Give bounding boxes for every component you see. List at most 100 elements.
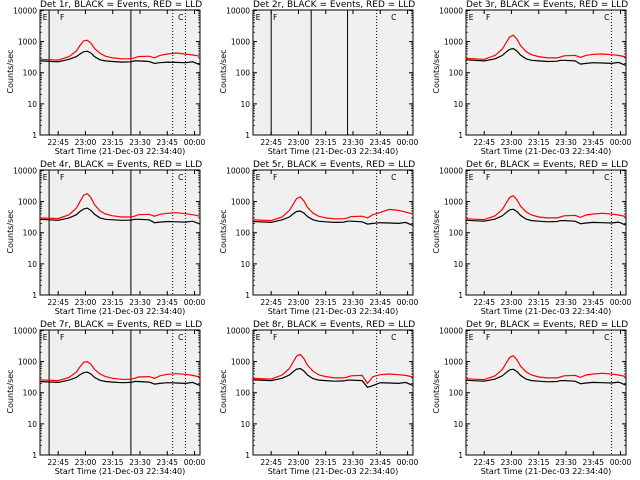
x-tick-label: 22:45 xyxy=(47,298,69,307)
x-tick-label: 22:45 xyxy=(473,298,495,307)
y-tick-label: 10000 xyxy=(226,6,250,15)
x-tick-label: 23:00 xyxy=(75,138,97,147)
panel-det7: Det 7r, BLACK = Events, RED = LLD 1 10 100 1… xyxy=(6,320,206,476)
x-tick-label: 23:15 xyxy=(528,298,550,307)
y-tick-label: 10 xyxy=(27,260,37,269)
x-tick-label: 23:45 xyxy=(582,458,604,467)
y-axis-label: Counts/sec xyxy=(432,49,441,93)
x-tick-label: 00:00 xyxy=(610,138,632,147)
marker-f: F xyxy=(60,333,64,342)
y-tick-label: 1000 xyxy=(444,198,463,207)
y-tick-label: 100 xyxy=(449,389,464,398)
y-tick-label: 10000 xyxy=(13,6,37,15)
marker-e: E xyxy=(43,173,48,182)
y-tick-label: 10000 xyxy=(13,326,37,335)
x-tick-label: 23:00 xyxy=(288,138,310,147)
marker-e: E xyxy=(43,333,48,342)
x-tick-label: 23:00 xyxy=(501,298,523,307)
x-tick-label: 00:00 xyxy=(610,298,632,307)
y-tick-label: 100 xyxy=(23,389,38,398)
panel-title: Det 1r, BLACK = Events, RED = LLD xyxy=(40,0,202,10)
y-tick-label: 1 xyxy=(245,291,250,300)
plot-area xyxy=(252,169,414,296)
series-events xyxy=(39,371,201,387)
x-tick-label: 23:45 xyxy=(582,138,604,147)
plot-area xyxy=(465,169,627,296)
plot-area xyxy=(465,9,627,136)
y-tick-label: 10000 xyxy=(13,166,37,175)
marker-e: E xyxy=(43,13,48,22)
x-tick-label: 22:45 xyxy=(260,138,282,147)
marker-c: C xyxy=(391,13,396,22)
x-axis-label: Start Time (21-Dec-03 22:34:40) xyxy=(55,467,186,476)
x-tick-label: 00:00 xyxy=(184,138,206,147)
y-axis-label: Counts/sec xyxy=(6,369,15,413)
y-tick-label: 1000 xyxy=(231,198,250,207)
y-tick-label: 1000 xyxy=(18,38,37,47)
y-tick-label: 1 xyxy=(32,291,37,300)
x-tick-label: 23:45 xyxy=(582,298,604,307)
x-tick-label: 23:00 xyxy=(288,458,310,467)
panel-det4: Det 4r, BLACK = Events, RED = LLD 1 10 100 1… xyxy=(6,160,206,316)
series-events xyxy=(465,368,627,386)
marker-c: C xyxy=(391,333,396,342)
marker-c: C xyxy=(604,333,609,342)
x-tick-label: 23:15 xyxy=(102,138,124,147)
y-tick-label: 10000 xyxy=(439,166,463,175)
y-tick-label: 1000 xyxy=(444,358,463,367)
x-axis-label: Start Time (21-Dec-03 22:34:40) xyxy=(268,147,399,156)
x-tick-label: 23:00 xyxy=(501,458,523,467)
x-tick-label: 23:00 xyxy=(75,298,97,307)
series-events xyxy=(252,367,414,388)
y-tick-label: 100 xyxy=(236,389,251,398)
plot-area xyxy=(252,9,414,136)
x-tick-label: 23:45 xyxy=(369,298,391,307)
x-tick-label: 23:30 xyxy=(129,298,151,307)
y-tick-label: 100 xyxy=(236,69,251,78)
marker-f: F xyxy=(273,333,277,342)
panel-title: Det 2r, BLACK = Events, RED = LLD xyxy=(253,0,415,10)
x-tick-label: 23:30 xyxy=(129,458,151,467)
panel-title: Det 4r, BLACK = Events, RED = LLD xyxy=(40,160,202,170)
x-tick-label: 00:00 xyxy=(397,298,419,307)
x-tick-label: 23:30 xyxy=(555,298,577,307)
series-lld xyxy=(465,194,627,221)
x-tick-label: 23:15 xyxy=(315,458,337,467)
plot-area xyxy=(39,169,201,296)
marker-f: F xyxy=(273,173,277,182)
y-tick-label: 1 xyxy=(458,451,463,460)
x-axis-label: Start Time (21-Dec-03 22:34:40) xyxy=(481,467,612,476)
x-tick-label: 22:45 xyxy=(473,458,495,467)
panel-title: Det 8r, BLACK = Events, RED = LLD xyxy=(253,320,415,330)
marker-c: C xyxy=(391,173,396,182)
marker-f: F xyxy=(486,13,490,22)
y-tick-label: 1000 xyxy=(444,38,463,47)
x-tick-label: 23:30 xyxy=(129,138,151,147)
x-tick-label: 23:15 xyxy=(102,298,124,307)
y-tick-label: 1 xyxy=(458,131,463,140)
y-tick-label: 10 xyxy=(453,260,463,269)
panel-det1: Det 1r, BLACK = Events, RED = LLD 1 10 100 1… xyxy=(6,0,206,156)
series-events xyxy=(252,210,414,227)
x-tick-label: 23:30 xyxy=(342,458,364,467)
panel-title: Det 3r, BLACK = Events, RED = LLD xyxy=(466,0,628,10)
plot-area xyxy=(252,329,414,456)
plot-area xyxy=(39,329,201,456)
y-tick-label: 10000 xyxy=(439,6,463,15)
x-tick-label: 00:00 xyxy=(184,298,206,307)
x-tick-label: 23:00 xyxy=(501,138,523,147)
y-axis-label: Counts/sec xyxy=(6,209,15,253)
panel-title: Det 7r, BLACK = Events, RED = LLD xyxy=(40,320,202,330)
y-axis-label: Counts/sec xyxy=(432,209,441,253)
y-tick-label: 10000 xyxy=(226,166,250,175)
marker-f: F xyxy=(486,333,490,342)
x-tick-label: 23:45 xyxy=(369,138,391,147)
panel-det2: Det 2r, BLACK = Events, RED = LLD 1 10 100 1… xyxy=(219,0,419,156)
marker-e: E xyxy=(256,173,261,182)
y-tick-label: 100 xyxy=(23,69,38,78)
y-tick-label: 10 xyxy=(240,260,250,269)
panel-title: Det 6r, BLACK = Events, RED = LLD xyxy=(466,160,628,170)
x-tick-label: 23:30 xyxy=(555,138,577,147)
plot-area xyxy=(465,329,627,456)
